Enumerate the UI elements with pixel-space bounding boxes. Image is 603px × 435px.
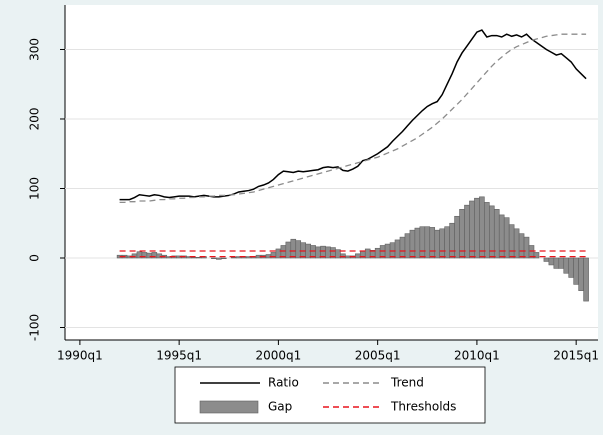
gap-bar <box>394 239 401 259</box>
gap-bar <box>399 236 406 259</box>
gap-bar <box>409 229 416 259</box>
gap-bar <box>479 196 485 259</box>
gap-bar <box>295 240 302 259</box>
gap-bar <box>553 257 560 269</box>
x-tick-label: 2010q1 <box>454 349 500 363</box>
gap-bar <box>290 238 297 259</box>
gap-bar <box>429 227 436 259</box>
gap-bar <box>474 197 480 259</box>
gap-bar <box>300 242 306 259</box>
gap-bar <box>503 217 510 259</box>
x-tick-label: 2005q1 <box>355 349 401 363</box>
gap-bar <box>285 241 292 259</box>
gap-bar <box>484 202 490 259</box>
gap-bar <box>583 257 589 302</box>
gap-bar <box>558 257 565 269</box>
gap-bar <box>404 233 411 259</box>
gap-bar <box>523 236 530 259</box>
gap-bar <box>131 253 138 259</box>
y-tick-label: 200 <box>28 108 42 131</box>
gap-bar <box>340 253 346 259</box>
gap-bar <box>454 215 460 259</box>
gap-bar <box>449 222 455 259</box>
gap-bar <box>548 257 555 266</box>
x-tick-label: 1995q1 <box>156 349 202 363</box>
gap-bar <box>221 257 227 259</box>
gap-bar <box>439 228 445 259</box>
gap-bar <box>146 252 153 259</box>
gap-bar <box>156 253 163 259</box>
gap-bar <box>518 233 525 259</box>
gap-bar <box>216 257 222 260</box>
legend-label: Ratio <box>268 376 299 390</box>
gap-bar <box>355 253 361 259</box>
gap-bar <box>573 257 579 285</box>
gap-bar <box>419 226 426 259</box>
gap-bar <box>464 204 470 259</box>
gap-bar <box>374 247 381 259</box>
y-tick-label: -100 <box>28 314 42 341</box>
gap-bar <box>444 226 450 259</box>
legend-label: Gap <box>268 400 292 414</box>
legend-label: Thresholds <box>390 400 456 414</box>
x-tick-label: 2000q1 <box>256 349 302 363</box>
legend <box>174 366 486 424</box>
series-line <box>119 33 587 204</box>
legend-key <box>199 400 259 414</box>
y-tick-label: 100 <box>28 177 42 200</box>
gap-bar <box>414 227 421 259</box>
x-tick-label: 1990q1 <box>57 349 103 363</box>
gap-bar <box>469 200 475 259</box>
series-line <box>119 29 587 201</box>
gap-bar <box>563 257 570 274</box>
gap-bar <box>513 228 520 259</box>
gap-bar <box>528 245 535 259</box>
gap-bar <box>434 229 440 259</box>
gap-bar <box>424 226 431 259</box>
y-tick-label: 300 <box>28 38 42 61</box>
gap-bar <box>389 242 396 259</box>
y-tick-label: 0 <box>28 254 42 262</box>
gap-bar <box>568 257 574 278</box>
gap-bar <box>489 205 495 259</box>
gap-bar <box>230 256 237 259</box>
gap-bar <box>196 256 202 259</box>
gap-bar <box>578 257 584 291</box>
gap-bar <box>533 252 540 259</box>
legend-label: Trend <box>390 376 424 390</box>
plot-area <box>65 5 598 340</box>
gap-bar <box>191 256 197 259</box>
gap-bar <box>543 257 550 262</box>
gap-bar <box>508 224 515 259</box>
gap-bar <box>384 243 391 259</box>
gap-bar <box>211 257 217 259</box>
x-tick-label: 2015q1 <box>553 349 599 363</box>
gap-bar <box>364 248 371 259</box>
